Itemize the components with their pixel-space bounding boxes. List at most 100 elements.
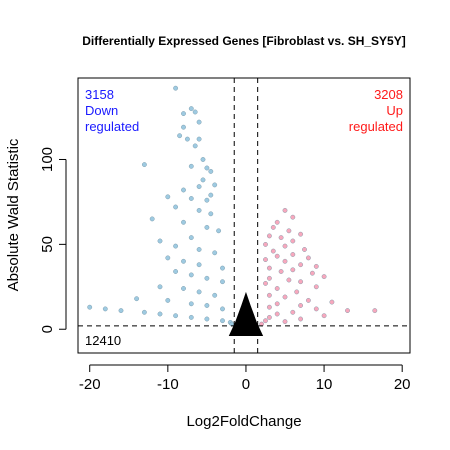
up-point-1 <box>290 214 296 220</box>
up-point-34 <box>305 297 311 303</box>
down-point-60 <box>220 318 225 324</box>
up-point-46 <box>298 316 303 322</box>
down-count: 3158 <box>85 87 114 102</box>
down-point-16 <box>212 182 218 188</box>
down-point-2 <box>192 109 198 115</box>
down-point-11 <box>200 157 206 162</box>
up-point-26 <box>286 277 292 283</box>
up-point-20 <box>266 265 272 271</box>
down-point-34 <box>212 250 218 256</box>
down-point-6 <box>177 133 183 139</box>
down-point-36 <box>181 258 186 264</box>
down-point-35 <box>165 255 171 261</box>
down-point-51 <box>220 306 225 312</box>
down-point-54 <box>118 308 124 313</box>
down-point-59 <box>204 316 210 322</box>
x-tick-label: 0 <box>242 376 250 393</box>
points-layer <box>87 85 378 327</box>
y-axis-label: Absolute Wald Statistic <box>5 138 22 291</box>
down-point-14 <box>208 168 214 174</box>
up-point-30 <box>274 286 280 291</box>
down-point-7 <box>184 136 190 142</box>
down-point-12 <box>188 163 194 169</box>
non-significant-points <box>228 291 264 337</box>
down-point-21 <box>165 194 171 200</box>
down-point-32 <box>173 243 179 249</box>
y-tick-label: 0 <box>39 325 56 333</box>
up-point-27 <box>298 279 303 285</box>
up-point-38 <box>266 304 272 310</box>
down-point-27 <box>181 219 186 225</box>
down-point-18 <box>181 187 186 193</box>
down-point-47 <box>134 296 140 302</box>
down-point-58 <box>188 314 194 320</box>
up-point-5 <box>298 231 303 237</box>
down-point-19 <box>208 192 214 198</box>
down-point-10 <box>141 162 147 168</box>
up-point-42 <box>290 309 296 315</box>
down-point-13 <box>204 165 210 171</box>
up-point-41 <box>372 308 378 313</box>
up-point-23 <box>309 270 315 276</box>
down-point-57 <box>173 313 179 319</box>
up-count: 3208 <box>374 87 403 102</box>
down-point-28 <box>204 224 210 230</box>
down-point-17 <box>196 184 202 190</box>
up-point-39 <box>313 306 319 312</box>
x-tick-label: 10 <box>316 376 333 393</box>
up-point-13 <box>290 252 296 257</box>
down-point-31 <box>188 235 194 241</box>
down-point-24 <box>196 207 202 213</box>
up-label-line2: regulated <box>349 119 403 134</box>
down-point-9 <box>192 143 198 149</box>
up-point-0 <box>282 207 288 213</box>
down-point-20 <box>204 197 210 203</box>
down-point-8 <box>196 136 202 142</box>
up-point-37 <box>298 303 303 308</box>
down-point-3 <box>181 111 186 117</box>
down-point-26 <box>149 216 155 222</box>
down-point-53 <box>102 306 108 312</box>
up-point-22 <box>278 269 284 274</box>
x-axis-label: Log2FoldChange <box>186 413 301 430</box>
up-point-25 <box>266 275 272 281</box>
up-point-18 <box>298 262 303 268</box>
down-label-line1: Down <box>85 103 118 118</box>
plot-frame <box>77 77 411 354</box>
down-point-37 <box>196 262 202 268</box>
down-point-0 <box>173 85 179 91</box>
down-point-29 <box>216 228 222 234</box>
down-point-40 <box>188 272 194 278</box>
up-point-40 <box>345 308 350 313</box>
down-point-41 <box>204 275 210 281</box>
down-point-23 <box>173 204 179 210</box>
non-significant-count: 12410 <box>85 333 121 348</box>
up-point-32 <box>266 292 272 298</box>
down-point-30 <box>157 238 163 244</box>
up-point-11 <box>302 247 307 252</box>
up-point-33 <box>282 294 288 300</box>
down-point-22 <box>188 196 194 201</box>
x-tick-label: -20 <box>79 376 101 393</box>
down-point-1 <box>188 106 194 112</box>
up-point-19 <box>313 263 319 269</box>
up-point-21 <box>290 267 296 273</box>
up-point-12 <box>270 248 276 254</box>
up-point-3 <box>270 224 276 230</box>
up-point-6 <box>266 233 272 239</box>
down-point-45 <box>196 289 202 295</box>
up-point-8 <box>290 238 296 244</box>
up-regulated-annotation: 3208 Up regulated <box>349 87 403 134</box>
up-point-24 <box>321 274 327 279</box>
down-regulated-annotation: 3158 Down regulated <box>85 87 139 134</box>
up-point-15 <box>305 255 311 261</box>
up-point-14 <box>274 253 280 259</box>
up-point-17 <box>282 258 288 264</box>
down-point-42 <box>220 279 225 285</box>
down-point-48 <box>165 297 171 303</box>
up-point-29 <box>313 284 319 290</box>
down-point-38 <box>220 265 225 271</box>
up-label-line1: Up <box>386 103 403 118</box>
up-point-36 <box>274 301 280 307</box>
